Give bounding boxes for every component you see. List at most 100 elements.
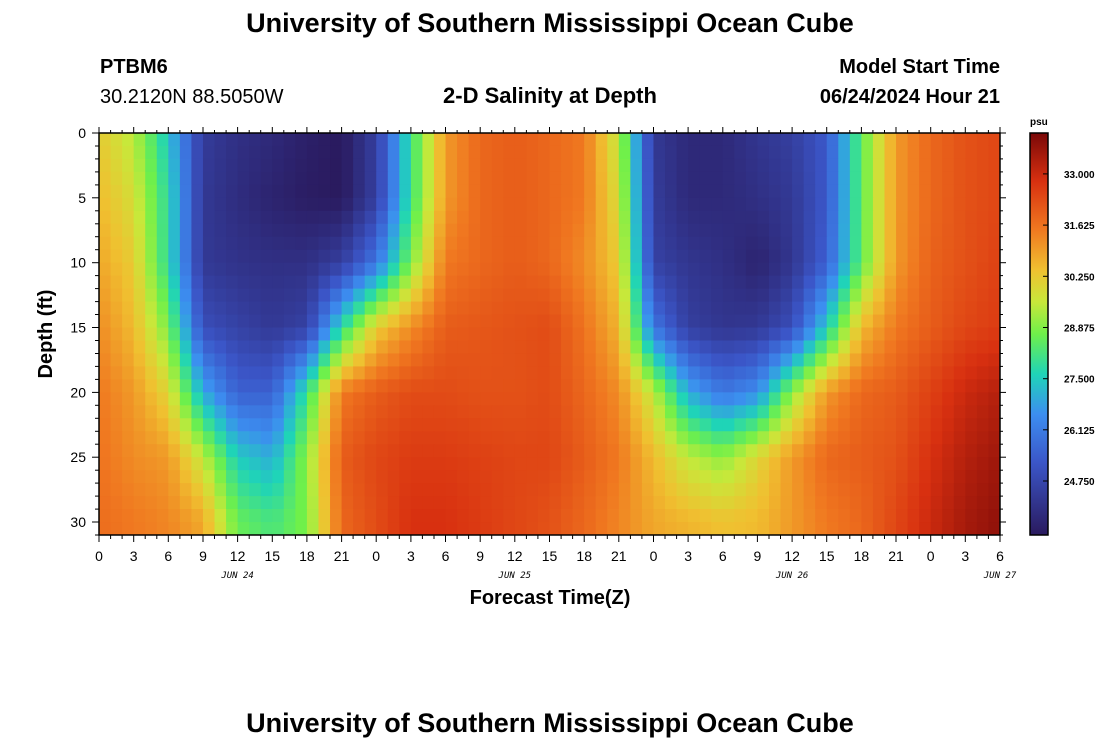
heatmap-cell bbox=[988, 184, 1000, 199]
heatmap-cell bbox=[503, 184, 516, 199]
heatmap-cell bbox=[168, 262, 181, 277]
heatmap-cell bbox=[318, 392, 331, 406]
heatmap-cell bbox=[907, 392, 920, 406]
heatmap-cell bbox=[734, 133, 747, 147]
heatmap-cell bbox=[838, 470, 851, 484]
heatmap-cell bbox=[341, 496, 354, 510]
heatmap-cell bbox=[630, 470, 643, 484]
heatmap-cell bbox=[514, 444, 527, 458]
heatmap-cell bbox=[618, 249, 631, 264]
heatmap-cell bbox=[688, 327, 701, 342]
heatmap-cell bbox=[99, 379, 112, 393]
heatmap-cell bbox=[665, 301, 678, 316]
heatmap-cell bbox=[122, 223, 135, 238]
heatmap-cell bbox=[214, 210, 227, 225]
heatmap-cell bbox=[919, 327, 932, 342]
heatmap-cell bbox=[711, 457, 724, 471]
heatmap-cell bbox=[942, 133, 955, 147]
heatmap-cell bbox=[422, 275, 435, 290]
heatmap-cell bbox=[526, 275, 539, 290]
heatmap-cell bbox=[480, 301, 493, 316]
heatmap-cell bbox=[919, 457, 932, 471]
heatmap-cell bbox=[491, 275, 504, 290]
heatmap-cell bbox=[630, 483, 643, 497]
heatmap-cell bbox=[110, 171, 123, 186]
heatmap-cell bbox=[133, 223, 146, 238]
heatmap-cell bbox=[156, 145, 169, 160]
heatmap-cell bbox=[260, 444, 273, 458]
heatmap-cell bbox=[618, 145, 631, 160]
heatmap-cell bbox=[318, 457, 331, 471]
heatmap-cell bbox=[330, 197, 343, 212]
heatmap-cell bbox=[433, 171, 447, 186]
heatmap-cell bbox=[260, 457, 273, 471]
heatmap-cell bbox=[249, 236, 262, 251]
heatmap-cell bbox=[641, 249, 655, 264]
heatmap-cell bbox=[480, 249, 493, 264]
heatmap-cell bbox=[410, 236, 424, 251]
heatmap-cell bbox=[907, 133, 920, 147]
heatmap-cell bbox=[214, 431, 227, 445]
heatmap-cell bbox=[872, 366, 886, 380]
heatmap-cell bbox=[214, 223, 227, 238]
heatmap-cell bbox=[884, 366, 897, 380]
heatmap-cell bbox=[202, 171, 216, 186]
heatmap-cell bbox=[445, 522, 458, 535]
heatmap-cell bbox=[676, 509, 689, 523]
heatmap-cell bbox=[745, 210, 759, 225]
heatmap-cell bbox=[665, 158, 678, 173]
heatmap-cell bbox=[353, 314, 366, 329]
heatmap-cell bbox=[537, 262, 551, 277]
heatmap-cell bbox=[168, 288, 181, 303]
heatmap-cell bbox=[861, 353, 874, 368]
heatmap-cell bbox=[353, 275, 366, 290]
heatmap-cell bbox=[399, 210, 412, 225]
heatmap-cell bbox=[410, 327, 424, 342]
heatmap-cell bbox=[572, 405, 585, 419]
heatmap-cell bbox=[861, 431, 874, 445]
heatmap-cell bbox=[445, 275, 458, 290]
heatmap-cell bbox=[318, 522, 331, 535]
heatmap-cell bbox=[815, 470, 828, 484]
heatmap-cell bbox=[214, 418, 227, 432]
heatmap-cell bbox=[145, 431, 158, 445]
heatmap-cell bbox=[826, 327, 839, 342]
heatmap-cell bbox=[145, 418, 158, 432]
heatmap-cell bbox=[468, 184, 481, 199]
heatmap-cell bbox=[930, 340, 943, 355]
heatmap-cell bbox=[861, 496, 874, 510]
heatmap-cell bbox=[849, 496, 862, 510]
heatmap-cell bbox=[595, 145, 608, 160]
heatmap-cell bbox=[110, 483, 123, 497]
heatmap-cell bbox=[665, 262, 678, 277]
heatmap-cell bbox=[665, 483, 678, 497]
heatmap-cell bbox=[734, 522, 747, 535]
heatmap-cell bbox=[376, 431, 389, 445]
heatmap-cell bbox=[156, 249, 169, 264]
heatmap-cell bbox=[445, 509, 458, 523]
heatmap-cell bbox=[595, 522, 608, 535]
heatmap-cell bbox=[919, 379, 932, 393]
heatmap-cell bbox=[815, 496, 828, 510]
heatmap-cell bbox=[757, 353, 770, 368]
heatmap-cell bbox=[237, 483, 250, 497]
heatmap-cell bbox=[919, 288, 932, 303]
heatmap-cell bbox=[561, 457, 574, 471]
heatmap-cell bbox=[399, 171, 412, 186]
heatmap-cell bbox=[306, 171, 320, 186]
heatmap-cell bbox=[757, 483, 770, 497]
heatmap-cell bbox=[122, 470, 135, 484]
heatmap-cell bbox=[364, 327, 377, 342]
heatmap-cell bbox=[665, 353, 678, 368]
heatmap-cell bbox=[249, 133, 262, 147]
heatmap-cell bbox=[226, 470, 239, 484]
heatmap-cell bbox=[156, 392, 169, 406]
heatmap-cell bbox=[503, 509, 516, 523]
heatmap-cell bbox=[491, 509, 504, 523]
heatmap-cell bbox=[260, 340, 273, 355]
heatmap-cell bbox=[584, 366, 597, 380]
heatmap-cell bbox=[653, 496, 666, 510]
heatmap-cell bbox=[99, 133, 112, 147]
heatmap-cell bbox=[468, 444, 481, 458]
heatmap-cell bbox=[572, 288, 585, 303]
